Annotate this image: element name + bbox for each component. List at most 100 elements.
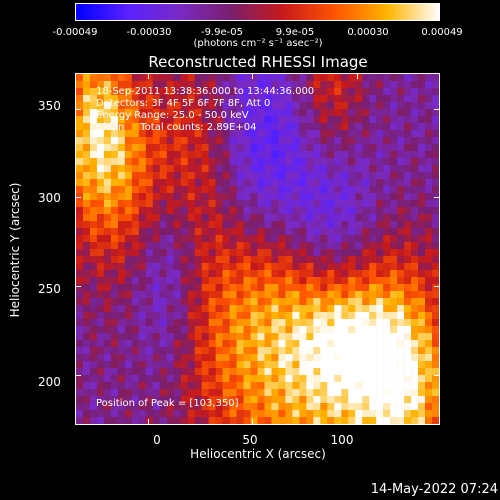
heatmap-cell	[229, 102, 237, 110]
heatmap-cell	[236, 396, 244, 404]
heatmap-cell	[208, 375, 216, 383]
heatmap-cell	[306, 172, 314, 180]
heatmap-cell	[271, 74, 279, 82]
heatmap-cell	[292, 368, 300, 376]
heatmap-cell	[348, 347, 356, 355]
heatmap-cell	[292, 130, 300, 138]
heatmap-cell	[201, 172, 209, 180]
heatmap-cell	[145, 123, 154, 131]
heatmap-cell	[362, 186, 370, 194]
heatmap-cell	[334, 151, 342, 159]
heatmap-cell	[362, 319, 370, 327]
heatmap-cell	[376, 116, 384, 124]
heatmap-cell	[390, 305, 398, 313]
heatmap-cell	[334, 200, 342, 208]
heatmap-cell	[299, 361, 307, 369]
heatmap-cell	[131, 214, 140, 222]
heatmap-cell	[110, 291, 119, 299]
heatmap-cell	[236, 228, 244, 236]
heatmap-cell	[117, 319, 126, 327]
heatmap-cell	[271, 312, 279, 320]
heatmap-cell	[334, 130, 342, 138]
heatmap-cell	[397, 333, 405, 341]
heatmap-cell	[187, 207, 195, 215]
heatmap-cell	[327, 95, 335, 103]
heatmap-cell	[432, 81, 439, 89]
heatmap-cell	[215, 235, 223, 243]
heatmap-cell	[313, 403, 321, 411]
heatmap-cell	[306, 158, 314, 166]
heatmap-cell	[299, 291, 307, 299]
heatmap-cell	[432, 410, 439, 418]
heatmap-cell	[418, 305, 426, 313]
heatmap-cell	[82, 179, 91, 187]
heatmap-cell	[117, 256, 126, 264]
heatmap-cell	[355, 403, 363, 411]
heatmap-cell	[187, 312, 195, 320]
heatmap-cell	[362, 284, 370, 292]
heatmap-cell	[264, 291, 272, 299]
heatmap-cell	[362, 242, 370, 250]
heatmap-cell	[341, 116, 349, 124]
heatmap-cell	[334, 186, 342, 194]
heatmap-cell	[187, 200, 195, 208]
heatmap-cell	[432, 200, 439, 208]
heatmap-cell	[278, 277, 286, 285]
heatmap-cell	[76, 74, 84, 82]
heatmap-cell	[215, 249, 223, 257]
heatmap-cell	[117, 74, 126, 82]
heatmap-cell	[131, 361, 140, 369]
heatmap-cell	[110, 319, 119, 327]
heatmap-cell	[278, 179, 286, 187]
heatmap-cell	[285, 95, 293, 103]
heatmap-cell	[425, 186, 433, 194]
heatmap-cell	[306, 249, 314, 257]
heatmap-cell	[348, 228, 356, 236]
heatmap-cell	[180, 221, 188, 229]
heatmap-cell	[418, 340, 426, 348]
heatmap-cell	[390, 361, 398, 369]
heatmap-cell	[208, 298, 216, 306]
heatmap-cell	[432, 361, 439, 369]
heatmap-cell	[89, 158, 98, 166]
heatmap-cell	[194, 249, 202, 257]
heatmap-cell	[145, 354, 154, 362]
heatmap-cell	[411, 102, 419, 110]
heatmap-cell	[229, 137, 237, 145]
heatmap-cell	[166, 298, 175, 306]
heatmap-cell	[299, 340, 307, 348]
heatmap-cell	[208, 403, 216, 411]
heatmap-cell	[306, 123, 314, 131]
heatmap-cell	[411, 305, 419, 313]
heatmap-cell	[383, 74, 391, 82]
heatmap-cell	[376, 291, 384, 299]
heatmap-cell	[82, 298, 91, 306]
heatmap-cell	[236, 256, 244, 264]
heatmap-cell	[369, 95, 377, 103]
heatmap-cell	[334, 228, 342, 236]
heatmap-cell	[180, 109, 188, 117]
heatmap-cell	[145, 116, 154, 124]
heatmap-cell	[425, 172, 433, 180]
heatmap-cell	[432, 249, 439, 257]
heatmap-cell	[215, 207, 223, 215]
heatmap-cell	[369, 193, 377, 201]
heatmap-cell	[341, 81, 349, 89]
heatmap-cell	[236, 417, 244, 424]
heatmap-cell	[76, 214, 84, 222]
heatmap-cell	[138, 354, 147, 362]
heatmap-cell	[404, 221, 412, 229]
heatmap-cell	[250, 172, 258, 180]
heatmap-cell	[187, 382, 195, 390]
heatmap-cell	[131, 130, 140, 138]
heatmap-cell	[278, 375, 286, 383]
heatmap-cell	[166, 74, 175, 82]
heatmap-cell	[208, 130, 216, 138]
heatmap-cell	[250, 326, 258, 334]
heatmap-cell	[411, 228, 419, 236]
heatmap-cell	[432, 354, 439, 362]
heatmap-cell	[271, 200, 279, 208]
heatmap-cell	[376, 319, 384, 327]
heatmap-cell	[103, 333, 112, 341]
heatmap-cell	[264, 186, 272, 194]
